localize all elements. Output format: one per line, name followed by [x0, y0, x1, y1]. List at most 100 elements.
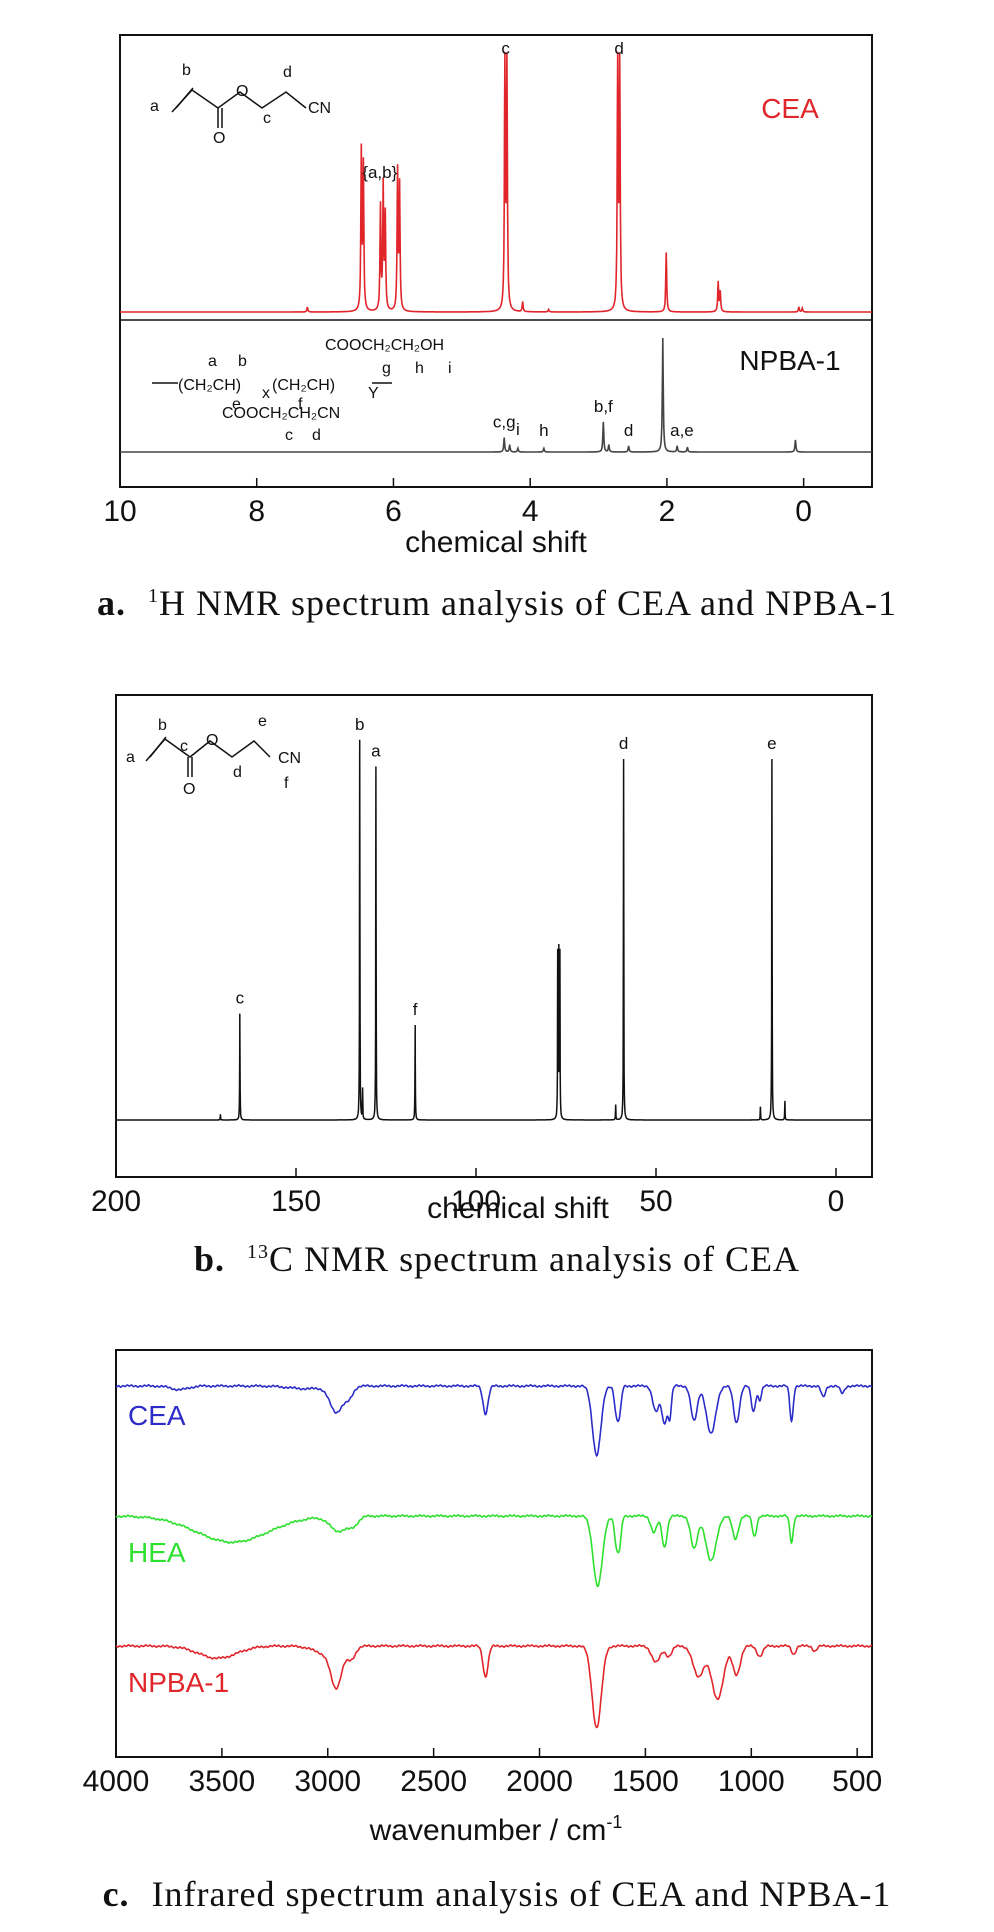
- caption-a-sup: 1: [148, 585, 160, 607]
- ir-xlabel: wavenumber / cm-1: [369, 1812, 623, 1847]
- x-tick-label: 0: [828, 1185, 845, 1218]
- h-nmr-line-cea: [120, 51, 872, 313]
- x-tick-label: 3000: [294, 1765, 361, 1798]
- x-tick-label: 2000: [506, 1765, 573, 1798]
- c-nmr-peak-label: d: [619, 734, 628, 753]
- caption-c-letter: c.: [102, 1874, 130, 1914]
- svg-text:CN: CN: [308, 100, 331, 117]
- svg-text:a: a: [150, 98, 159, 115]
- svg-text:b: b: [158, 717, 167, 734]
- svg-text:COOCH₂CH₂CN: COOCH₂CH₂CN: [222, 405, 340, 422]
- h-nmr-peak-label: {a,b}: [362, 163, 397, 182]
- svg-text:CN: CN: [278, 750, 301, 767]
- caption-a: a. 1H NMR spectrum analysis of CEA and NP…: [0, 582, 994, 624]
- caption-b-text: C NMR spectrum analysis of CEA: [269, 1239, 800, 1279]
- x-tick-label: 1000: [718, 1765, 785, 1798]
- svg-text:f: f: [284, 775, 289, 792]
- x-tick-label: 3500: [189, 1765, 256, 1798]
- x-tick-label: 4000: [83, 1765, 150, 1798]
- svg-text:d: d: [283, 64, 292, 81]
- h-nmr-frame: [119, 34, 873, 488]
- svg-text:O: O: [236, 83, 248, 100]
- svg-text:i: i: [448, 360, 452, 377]
- ir-line-cea: [115, 1384, 872, 1457]
- c-nmr-xlabel: chemical shift: [427, 1192, 609, 1225]
- h-nmr-peak-label: c,g: [493, 413, 516, 432]
- c-nmr-peak-label: b: [355, 715, 364, 734]
- svg-text:b: b: [182, 62, 191, 79]
- caption-c: c. Infrared spectrum analysis of CEA and …: [0, 1873, 994, 1915]
- c-nmr-peak-label: c: [236, 989, 245, 1008]
- h-nmr-peak-label: i: [516, 420, 520, 439]
- ir-xlabel-sup: -1: [606, 1812, 622, 1832]
- ir-xlabel-text: wavenumber / cm: [369, 1814, 607, 1847]
- h-nmr-peak-label: a,e: [670, 421, 694, 440]
- x-tick-label: 200: [91, 1185, 141, 1218]
- caption-b-sup: 13: [247, 1241, 270, 1263]
- svg-text:O: O: [206, 732, 218, 749]
- svg-text:O: O: [213, 130, 225, 147]
- h-nmr-peak-label: d: [614, 39, 623, 58]
- svg-text:d: d: [233, 764, 242, 781]
- panel-ir: 4000 3500 3000 2500 2000 1500 1000 500 CEA HEA …: [0, 1320, 994, 1932]
- caption-b: b. 13C NMR spectrum analysis of CEA: [0, 1238, 994, 1280]
- svg-text:d: d: [312, 427, 321, 444]
- x-tick-label: 4: [522, 495, 539, 528]
- x-tick-label: 8: [248, 495, 265, 528]
- c-nmr-peak-label: f: [413, 1000, 418, 1019]
- cea-structure: a b O O c d CN: [150, 62, 331, 147]
- svg-text:O: O: [183, 781, 195, 798]
- svg-text:f: f: [298, 396, 303, 413]
- ir-line-npba-1: [115, 1644, 873, 1729]
- x-tick-label: 2500: [400, 1765, 467, 1798]
- x-tick-label: 150: [271, 1185, 321, 1218]
- h-nmr-legend-cea: CEA: [761, 93, 819, 124]
- svg-text:COOCH₂CH₂OH: COOCH₂CH₂OH: [325, 337, 444, 354]
- svg-text:a: a: [126, 749, 135, 766]
- x-tick-label: 10: [103, 495, 136, 528]
- svg-text:(CH₂CH): (CH₂CH): [272, 377, 335, 394]
- caption-a-letter: a.: [97, 583, 127, 623]
- x-tick-label: 0: [795, 495, 812, 528]
- x-tick-label: 2: [659, 495, 676, 528]
- c-nmr-line-cea: [116, 739, 872, 1121]
- h-nmr-peak-label: h: [539, 421, 548, 440]
- x-tick-label: 1500: [612, 1765, 679, 1798]
- svg-text:Y: Y: [368, 385, 379, 402]
- svg-text:e: e: [258, 713, 267, 730]
- svg-text:x: x: [262, 385, 270, 402]
- svg-text:(CH₂CH): (CH₂CH): [178, 377, 241, 394]
- caption-a-text: H NMR spectrum analysis of CEA and NPBA-…: [159, 583, 897, 623]
- x-tick-label: 50: [639, 1185, 672, 1218]
- svg-text:e: e: [232, 396, 241, 413]
- c-nmr-peak-label: e: [767, 734, 776, 753]
- x-tick-label: 6: [385, 495, 402, 528]
- h-nmr-peak-label: b,f: [594, 397, 613, 416]
- c-nmr-frame: [115, 694, 873, 1178]
- ir-line-hea: [115, 1514, 873, 1588]
- x-tick-label: 500: [832, 1765, 882, 1798]
- svg-text:c: c: [263, 110, 271, 127]
- ir-label-cea: CEA: [128, 1400, 186, 1431]
- c-nmr-peak-label: a: [371, 742, 381, 761]
- svg-text:a: a: [208, 353, 217, 370]
- h-nmr-line-npba-1: [120, 337, 872, 453]
- cea-structure-13c: a bc O O d e CN f: [126, 713, 301, 798]
- ir-label-hea: HEA: [128, 1537, 186, 1568]
- ir-frame: [115, 1349, 873, 1758]
- svg-text:c: c: [285, 427, 293, 444]
- ir-chart: 4000 3500 3000 2500 2000 1500 1000 500 CEA HEA …: [83, 1349, 882, 1847]
- svg-text:c: c: [180, 738, 188, 755]
- caption-b-letter: b.: [194, 1239, 226, 1279]
- x-tick-label: 100: [451, 1185, 501, 1218]
- svg-text:g: g: [382, 360, 391, 377]
- h-nmr-xlabel: chemical shift: [405, 526, 587, 559]
- caption-c-text: Infrared spectrum analysis of CEA and NP…: [151, 1874, 892, 1914]
- svg-text:h: h: [415, 360, 424, 377]
- h-nmr-peak-label: d: [624, 421, 633, 440]
